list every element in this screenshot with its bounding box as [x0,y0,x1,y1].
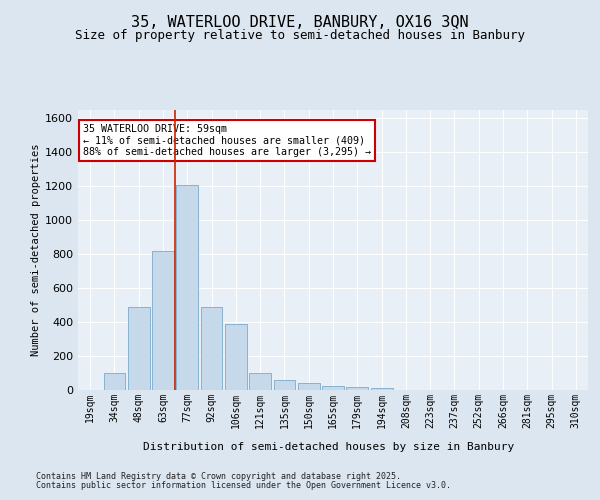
Text: Contains HM Land Registry data © Crown copyright and database right 2025.: Contains HM Land Registry data © Crown c… [36,472,401,481]
Bar [104,373,125,390]
Bar [176,184,198,390]
Text: Size of property relative to semi-detached houses in Banbury: Size of property relative to semi-detach… [75,28,525,42]
Bar [274,380,295,390]
Bar [225,324,247,390]
Text: Contains public sector information licensed under the Open Government Licence v3: Contains public sector information licen… [36,481,451,490]
Bar [128,307,149,390]
Text: Distribution of semi-detached houses by size in Banbury: Distribution of semi-detached houses by … [143,442,514,452]
Text: 35 WATERLOO DRIVE: 59sqm
← 11% of semi-detached houses are smaller (409)
88% of : 35 WATERLOO DRIVE: 59sqm ← 11% of semi-d… [83,124,371,157]
Bar [249,373,271,390]
Text: 35, WATERLOO DRIVE, BANBURY, OX16 3QN: 35, WATERLOO DRIVE, BANBURY, OX16 3QN [131,15,469,30]
Y-axis label: Number of semi-detached properties: Number of semi-detached properties [31,144,41,356]
Bar [200,307,223,390]
Bar [346,388,368,390]
Bar [152,251,174,390]
Bar [298,383,320,390]
Bar [322,386,344,390]
Bar [371,388,392,390]
